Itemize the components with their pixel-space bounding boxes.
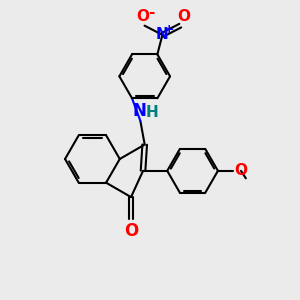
Text: O: O bbox=[234, 163, 247, 178]
Text: O: O bbox=[177, 9, 190, 24]
Text: N: N bbox=[156, 27, 169, 42]
Text: O: O bbox=[124, 222, 138, 240]
Text: H: H bbox=[146, 105, 159, 120]
Text: O: O bbox=[136, 9, 150, 24]
Text: -: - bbox=[148, 5, 154, 20]
Text: N: N bbox=[132, 101, 146, 119]
Text: +: + bbox=[164, 23, 174, 36]
